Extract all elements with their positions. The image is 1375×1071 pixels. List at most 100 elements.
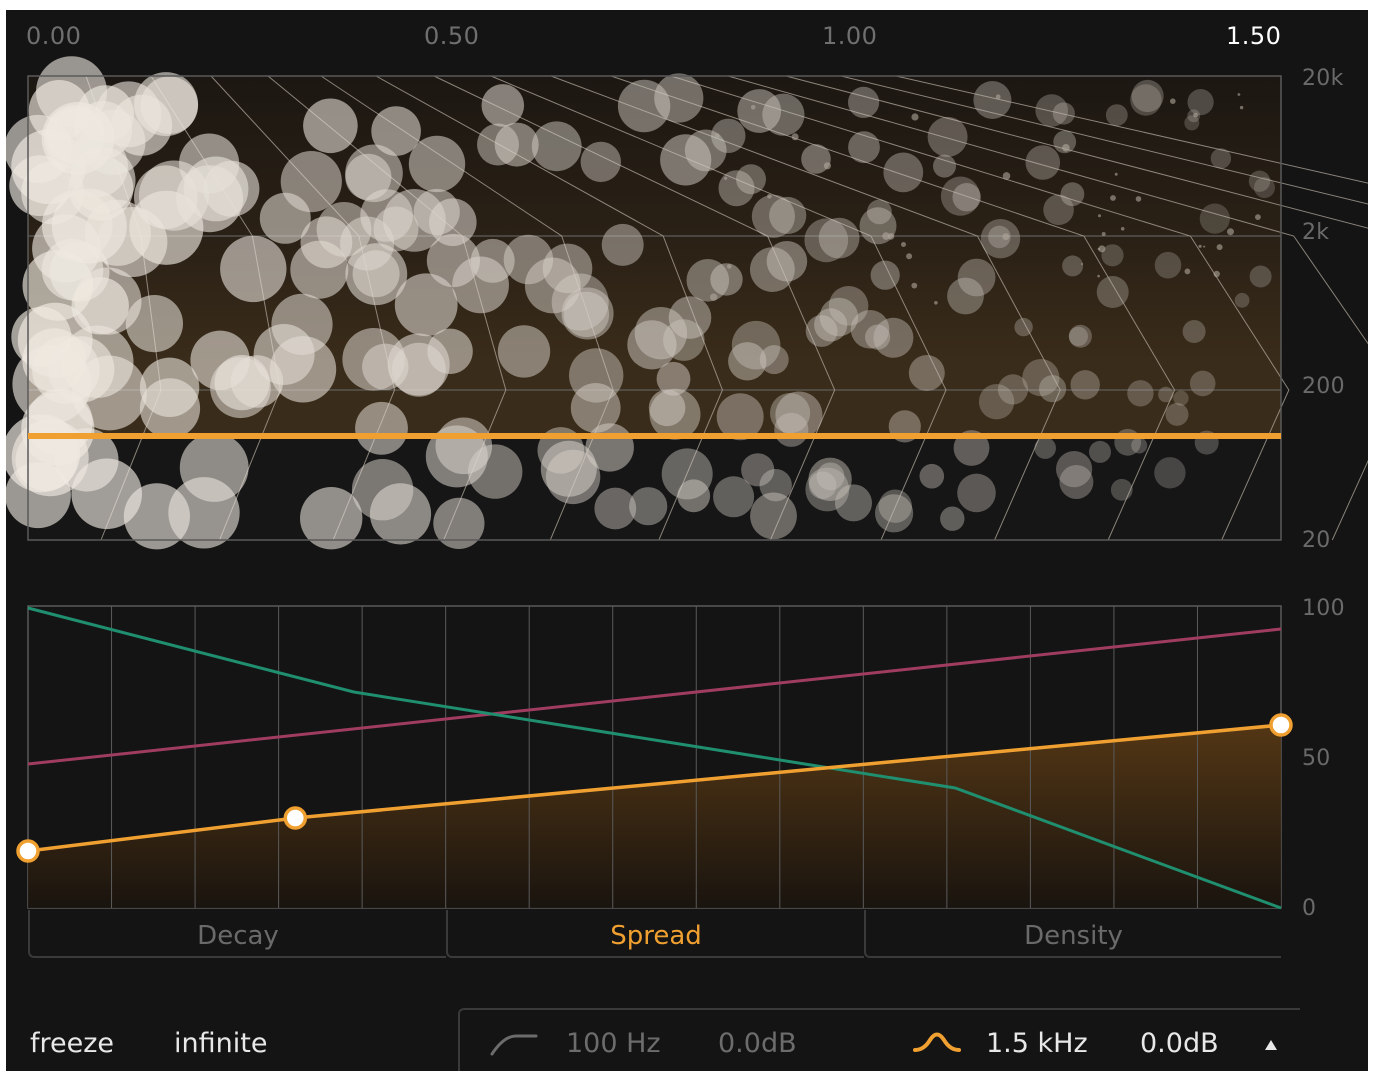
reflection-particle <box>9 155 71 217</box>
reflection-particle <box>1213 270 1220 278</box>
reflection-particle <box>1039 375 1067 403</box>
reflection-particle <box>1239 105 1244 110</box>
reflection-particle <box>1062 144 1070 152</box>
reflection-particle <box>1170 98 1176 104</box>
reflection-particle <box>741 453 775 487</box>
low-freq-value[interactable]: 100 Hz <box>566 1028 661 1059</box>
envelope-grid <box>111 606 1198 908</box>
time-warp-line <box>840 75 1368 205</box>
reflection-particle <box>1105 104 1128 126</box>
reflection-particle <box>775 391 823 439</box>
reflection-particle <box>97 207 168 277</box>
reflection-particle <box>1110 478 1133 501</box>
reflection-particle <box>125 295 183 353</box>
reflection-particle <box>828 286 869 326</box>
reflection-particle <box>927 116 968 157</box>
reflection-particle <box>1070 370 1100 400</box>
reflection-particle <box>179 133 240 194</box>
reflection-particle <box>11 419 89 497</box>
reflection-particle <box>1210 148 1232 169</box>
reflection-particle <box>731 320 781 370</box>
reflection-particle <box>342 328 406 391</box>
reflection-particle <box>762 93 805 136</box>
reflection-particle <box>867 199 892 225</box>
reflection-particle <box>804 218 849 263</box>
reflection-particle <box>995 94 1001 100</box>
reflection-particle <box>718 170 755 207</box>
reflection-particle <box>819 297 859 337</box>
high-gain-value[interactable]: 0.0dB <box>1140 1028 1219 1059</box>
spread-handle[interactable] <box>16 839 40 863</box>
reflection-particle <box>1199 203 1230 234</box>
reflection-particle <box>870 260 900 290</box>
reflection-particle <box>677 479 711 513</box>
reflection-particle <box>1002 172 1011 180</box>
reflection-particle <box>371 106 421 156</box>
freq-label-200: 200 <box>1302 374 1345 399</box>
reflection-particle <box>901 242 906 247</box>
spread-handle[interactable] <box>1269 713 1293 737</box>
reflection-particle <box>848 131 880 164</box>
time-warp-line <box>610 75 1176 541</box>
reflection-particle <box>875 494 914 533</box>
reflection-particle <box>1068 326 1088 346</box>
reflection-particle <box>774 412 809 447</box>
reflection-particle <box>65 135 128 198</box>
reflection-particle <box>1187 89 1214 116</box>
reflection-particle <box>531 121 582 172</box>
reflection-display[interactable] <box>6 10 1368 570</box>
density-curve <box>27 627 1282 766</box>
reflection-particle <box>1097 274 1100 278</box>
reflection-particle <box>1131 437 1148 454</box>
reflection-particle <box>1114 428 1142 456</box>
reflection-particle <box>911 282 918 289</box>
reflection-particle <box>750 105 756 110</box>
reflection-particle <box>140 76 199 134</box>
infinite-button[interactable]: infinite <box>174 1028 268 1059</box>
reflection-particle <box>1255 214 1261 221</box>
time-warp-line <box>210 75 396 541</box>
reflection-particle <box>769 196 807 235</box>
low-gain-value[interactable]: 0.0dB <box>718 1028 797 1059</box>
spread-handles[interactable] <box>16 713 1293 863</box>
reflection-particle <box>1203 245 1206 248</box>
reflection-particle <box>1158 386 1174 403</box>
reflection-particle <box>973 81 1012 119</box>
reflection-particle <box>71 458 142 530</box>
freeze-button[interactable]: freeze <box>30 1028 115 1059</box>
reflection-particle <box>1060 182 1085 207</box>
reflection-particle <box>791 133 799 141</box>
level-label-50: 50 <box>1302 746 1331 771</box>
bell-filter-icon[interactable] <box>912 1030 962 1058</box>
reflection-particle <box>1110 195 1116 201</box>
reflection-particle <box>818 217 860 259</box>
level-label-0: 0 <box>1302 896 1317 921</box>
reflection-particle <box>710 263 743 296</box>
reflection-particle <box>1089 440 1111 463</box>
reflection-particle <box>1035 94 1068 127</box>
tab-decay[interactable]: Decay <box>28 910 446 958</box>
low-shelf-icon[interactable] <box>490 1032 538 1058</box>
reflection-particle <box>617 79 671 133</box>
triangle-up-icon[interactable] <box>1264 1038 1278 1052</box>
reflection-particle <box>933 154 956 178</box>
reflection-particle <box>1062 255 1084 277</box>
reflection-particle <box>316 202 372 257</box>
reflection-particle <box>953 430 990 466</box>
tab-density[interactable]: Density <box>864 910 1281 958</box>
reflection-particle <box>997 374 1029 405</box>
reflection-particle <box>627 320 677 370</box>
spread-handle[interactable] <box>283 806 308 830</box>
envelope-frame <box>27 605 1282 909</box>
high-freq-value[interactable]: 1.5 kHz <box>986 1028 1088 1059</box>
reflection-particle <box>808 471 837 500</box>
reflection-particle <box>814 308 848 342</box>
reflection-particle <box>1096 276 1129 308</box>
reflection-particle <box>919 463 945 489</box>
tab-spread[interactable]: Spread <box>446 910 864 958</box>
time-warp-line <box>433 75 836 541</box>
spread-curve <box>27 723 1282 853</box>
reflection-particle <box>413 188 460 236</box>
reflection-particle <box>835 484 872 522</box>
reflection-particle <box>394 273 458 337</box>
